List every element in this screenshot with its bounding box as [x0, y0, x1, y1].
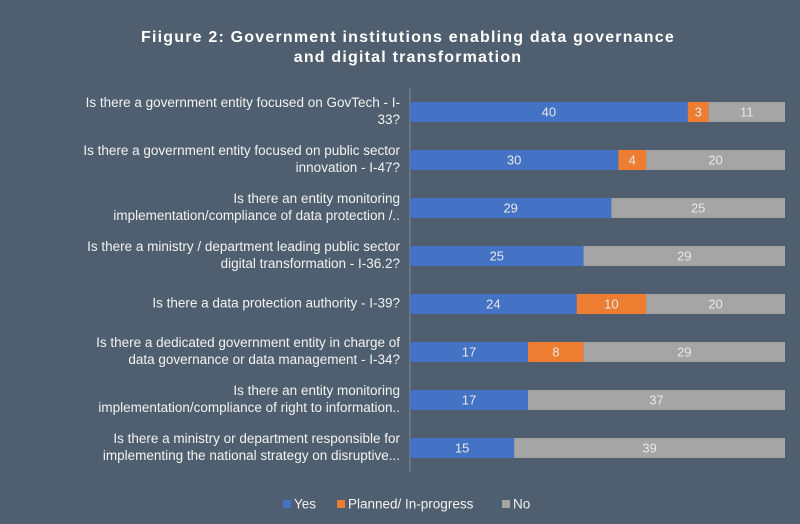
- y-tick-label: Is there a ministry / department leading…: [87, 239, 400, 254]
- legend-swatch: [283, 500, 291, 508]
- data-label: 37: [649, 392, 663, 407]
- data-label: 20: [708, 296, 722, 311]
- y-tick-label: Is there a dedicated government entity i…: [96, 335, 400, 350]
- bar-segment: [410, 390, 529, 410]
- data-label: 4: [629, 152, 636, 167]
- y-tick-label: implementation/compliance of data protec…: [113, 208, 400, 223]
- y-tick-label: Is there a ministry or department respon…: [113, 431, 400, 446]
- bar-segment: [708, 102, 785, 122]
- data-label: 29: [677, 344, 691, 359]
- bar-segment: [528, 342, 584, 362]
- legend-label: Planned/ In-progress: [348, 497, 474, 512]
- y-tick-label: 33?: [377, 112, 400, 127]
- y-tick-label: Is there a government entity focused on …: [86, 95, 400, 110]
- y-tick-label: Is there an entity monitoring: [233, 383, 400, 398]
- legend-label: Yes: [294, 497, 316, 512]
- data-label: 39: [642, 440, 656, 455]
- data-label: 8: [552, 344, 559, 359]
- y-tick-label: implementing the national strategy on di…: [103, 448, 400, 463]
- legend-swatch: [337, 500, 345, 508]
- data-label: 10: [604, 296, 618, 311]
- y-tick-label: digital transformation - I-36.2?: [221, 256, 400, 271]
- bar-segment: [583, 342, 785, 362]
- data-label: 20: [708, 152, 722, 167]
- y-tick-label: Is there a government entity focused on …: [83, 143, 400, 158]
- bar-segment: [583, 246, 785, 266]
- bar-segment: [646, 294, 785, 314]
- y-tick-label: data governance or data management - I-3…: [128, 352, 400, 367]
- bar-segment: [514, 438, 785, 458]
- data-label: 11: [740, 104, 754, 119]
- legend-label: No: [513, 497, 530, 512]
- bar-segment: [576, 294, 647, 314]
- data-label: 25: [691, 200, 705, 215]
- data-label: 24: [486, 296, 500, 311]
- bar-segment: [410, 198, 612, 218]
- data-label: 17: [462, 392, 476, 407]
- data-label: 3: [695, 104, 702, 119]
- bar-segment: [410, 150, 619, 170]
- bar-segment: [618, 150, 647, 170]
- bar-segment: [646, 150, 785, 170]
- data-label: 40: [542, 104, 556, 119]
- bar-segment: [410, 342, 529, 362]
- data-label: 15: [455, 440, 469, 455]
- bar-segment: [410, 294, 577, 314]
- data-label: 25: [490, 248, 504, 263]
- data-label: 30: [507, 152, 521, 167]
- y-tick-label: Is there an entity monitoring: [233, 191, 400, 206]
- bar-segment: [611, 198, 785, 218]
- y-tick-label: Is there a data protection authority - I…: [152, 296, 400, 311]
- y-tick-label: implementation/compliance of right to in…: [98, 400, 400, 415]
- data-label: 29: [503, 200, 517, 215]
- legend-swatch: [502, 500, 510, 508]
- bar-segment: [528, 390, 785, 410]
- data-label: 29: [677, 248, 691, 263]
- bar-segment: [687, 102, 709, 122]
- bar-segment: [410, 102, 688, 122]
- bar-segment: [410, 246, 584, 266]
- data-label: 17: [462, 344, 476, 359]
- y-tick-label: innovation - I-47?: [296, 160, 400, 175]
- chart-title: and digital transformation: [294, 49, 523, 66]
- chart-title: Fiigure 2: Government institutions enabl…: [141, 29, 675, 46]
- bar-segment: [410, 438, 515, 458]
